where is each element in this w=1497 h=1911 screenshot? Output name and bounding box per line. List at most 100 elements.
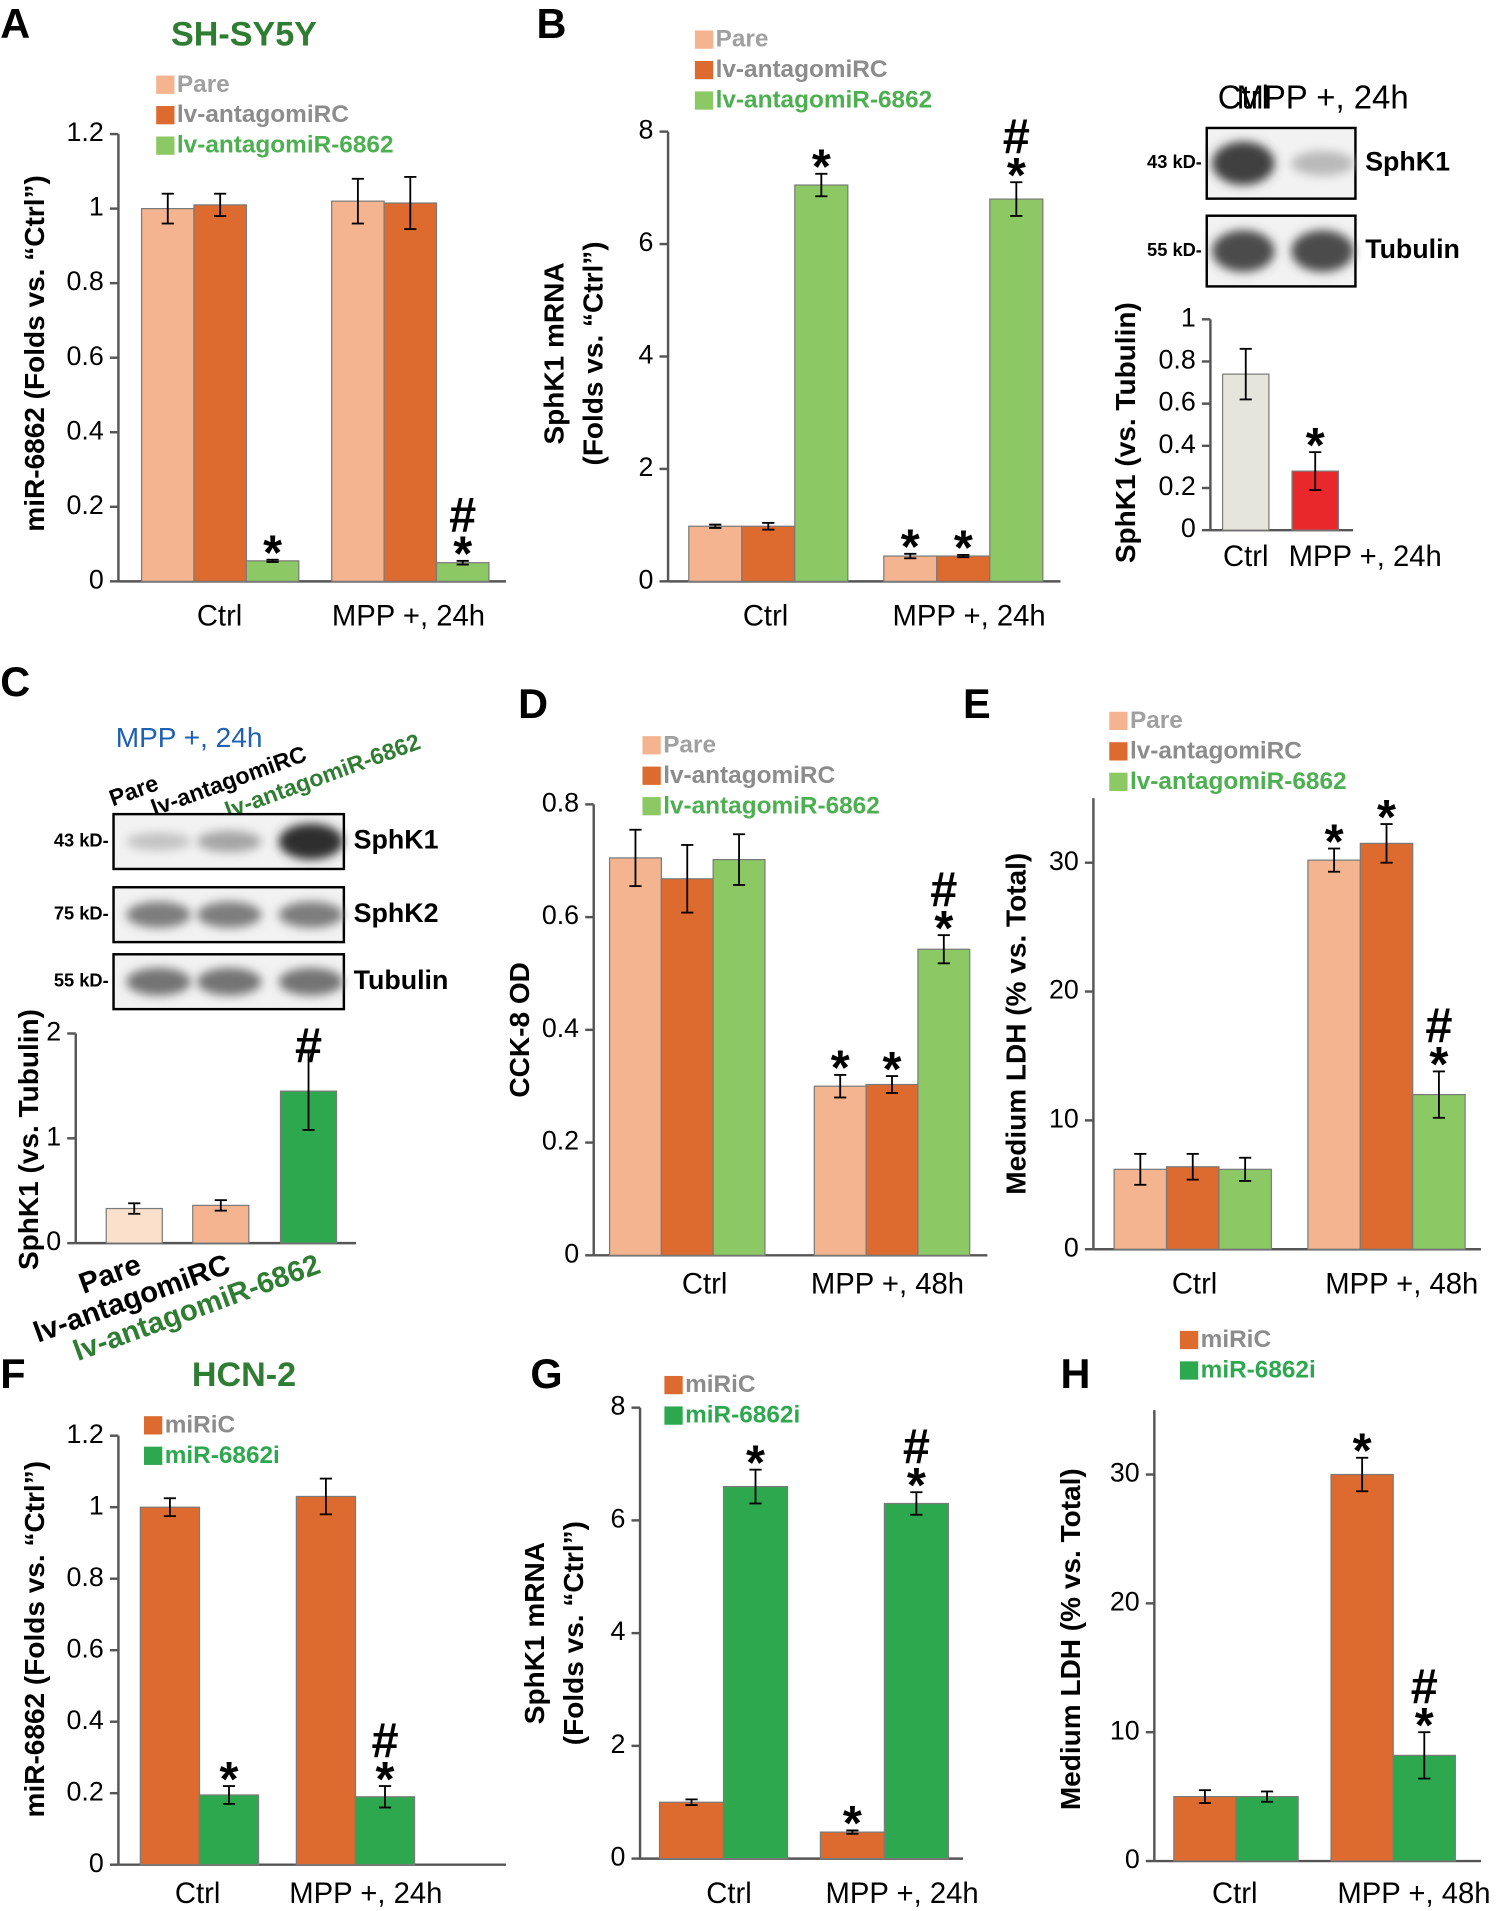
legend-label: lv-antagomiRC — [663, 762, 835, 789]
x-tick-label: MPP +, 24h — [289, 1878, 442, 1910]
y-tick-label: 0.8 — [542, 787, 579, 817]
legend-swatch — [156, 106, 175, 125]
blot-band — [278, 823, 344, 860]
x-tick-label: MPP +, 24h — [893, 601, 1046, 633]
y-axis-label: CCK-8 OD — [504, 962, 535, 1097]
y-tick-label: 0.6 — [542, 900, 579, 930]
chart-title: HCN-2 — [192, 1356, 296, 1394]
bar — [198, 1794, 260, 1866]
y-tick-label: 0 — [639, 564, 654, 594]
y-tick-label: 1 — [89, 192, 104, 222]
significance-mark: * — [1306, 419, 1325, 473]
bar — [383, 202, 438, 582]
y-tick-label: 2 — [46, 1017, 61, 1047]
legend-label: Pare — [663, 731, 716, 758]
y-tick-label: 1 — [46, 1121, 61, 1151]
legend-swatch — [694, 30, 714, 49]
y-axis-label: SphK1 (vs. Tubulin) — [13, 1009, 44, 1270]
legend-label: miR-6862i — [685, 1402, 800, 1429]
y-tick-label: 1.2 — [67, 1419, 104, 1449]
legend-swatch — [1109, 742, 1128, 761]
error-bar — [1328, 847, 1341, 873]
bar-chart: 0 10 20 30 Ctrl MPP +, 48h Medium LDH (% vs. T… — [963, 680, 1481, 1301]
bar — [722, 1485, 789, 1860]
bar — [139, 1506, 201, 1866]
y-tick-label: 30 — [1049, 846, 1079, 876]
error-bar — [732, 833, 746, 886]
protein-label: SphK1 — [354, 825, 439, 855]
y-tick-label: 0 — [1125, 1844, 1140, 1874]
bar-chart: 0 2 4 6 8 Ctrl MPP +, 24h SphK1 mRNA (Folds vs. … — [536, 0, 1061, 633]
significance-mark: # — [449, 489, 476, 543]
significance-mark: * — [263, 526, 282, 580]
significance-mark: * — [453, 528, 472, 582]
error-bar — [1198, 1789, 1212, 1804]
y-axis-label: Medium LDH (% vs. Total) — [1055, 1468, 1086, 1810]
y-axis-label: (Folds vs. “Ctrl”) — [558, 1521, 589, 1745]
bar-chart: 0 0.2 0.4 0.6 0.8 1 1.2 Ctrl MPP +, 24h miR-6862 … — [0, 1350, 506, 1910]
blot-band — [278, 901, 344, 928]
legend-label: lv-antagomiR-6862 — [663, 792, 880, 819]
significance-mark: * — [1325, 815, 1344, 869]
error-bar — [681, 844, 694, 914]
protein-label: Tubulin — [1365, 234, 1460, 264]
kd-label: 75 kD- — [54, 903, 109, 924]
bar — [608, 857, 662, 1256]
protein-label: SphK1 — [1365, 146, 1450, 176]
error-bar — [1010, 181, 1023, 217]
error-bar — [1356, 1456, 1369, 1493]
error-bar — [214, 1199, 227, 1212]
y-tick-label: 0 — [1181, 513, 1196, 543]
significance-mark: * — [376, 1753, 395, 1807]
y-tick-label: 0.4 — [67, 1705, 104, 1735]
significance-mark: * — [746, 1436, 765, 1490]
error-bar — [1186, 1152, 1199, 1181]
y-tick-label: 1 — [1181, 302, 1196, 332]
legend-label: lv-antagomiR-6862 — [177, 132, 394, 159]
bar-chart: 0 0.2 0.4 0.6 0.8 Ctrl MPP +, 48h CCK-8 OD D Pare… — [504, 680, 988, 1301]
significance-mark: # — [1425, 999, 1452, 1053]
blot-band — [1212, 230, 1275, 272]
legend-label: miR-6862i — [165, 1442, 280, 1469]
error-bar — [302, 1051, 315, 1131]
x-tick-label: Ctrl — [1172, 1269, 1218, 1301]
x-tick-label: MPP +, 48h — [811, 1269, 964, 1301]
y-tick-label: 20 — [1110, 1586, 1140, 1616]
error-bar — [222, 1785, 236, 1805]
x-tick-label: Ctrl — [1212, 1878, 1258, 1910]
x-tick-label: Ctrl — [682, 1269, 727, 1301]
significance-mark: * — [1377, 791, 1396, 845]
x-tick-label: Ctrl — [706, 1878, 751, 1910]
bar — [1359, 842, 1414, 1250]
y-tick-label: 8 — [611, 1391, 626, 1421]
significance-mark: * — [1007, 149, 1026, 203]
significance-mark: * — [843, 1797, 862, 1851]
significance-mark: # — [1003, 110, 1030, 164]
error-bar — [957, 554, 970, 559]
bar — [819, 1831, 885, 1860]
error-bar — [1380, 823, 1393, 864]
y-tick-label: 6 — [611, 1503, 626, 1533]
y-tick-label: 8 — [639, 115, 654, 145]
legend-swatch — [1179, 1361, 1199, 1380]
significance-mark: * — [1429, 1038, 1448, 1092]
y-tick-label: 0.6 — [67, 341, 104, 371]
bar — [989, 198, 1044, 582]
bar — [1235, 1796, 1299, 1862]
bar — [741, 525, 796, 582]
significance-mark: * — [907, 1459, 926, 1513]
error-bar — [904, 552, 917, 560]
x-tick-label: Ctrl — [1223, 541, 1269, 573]
significance-mark: # — [930, 863, 957, 917]
legend-swatch — [664, 1375, 683, 1395]
error-bar — [214, 192, 227, 217]
y-tick-label: 1 — [89, 1490, 104, 1520]
y-tick-label: 0.2 — [67, 490, 104, 520]
bar-chart: 012Parelv-antagomiRClv-antagomiR-6862Sph… — [13, 1009, 357, 1368]
panel-letter: B — [536, 0, 566, 47]
error-bar — [910, 1491, 923, 1516]
legend-swatch — [144, 1416, 163, 1435]
y-axis-label: SphK1 mRNA — [519, 1542, 550, 1724]
legend-label: lv-antagomiRC — [716, 56, 888, 83]
